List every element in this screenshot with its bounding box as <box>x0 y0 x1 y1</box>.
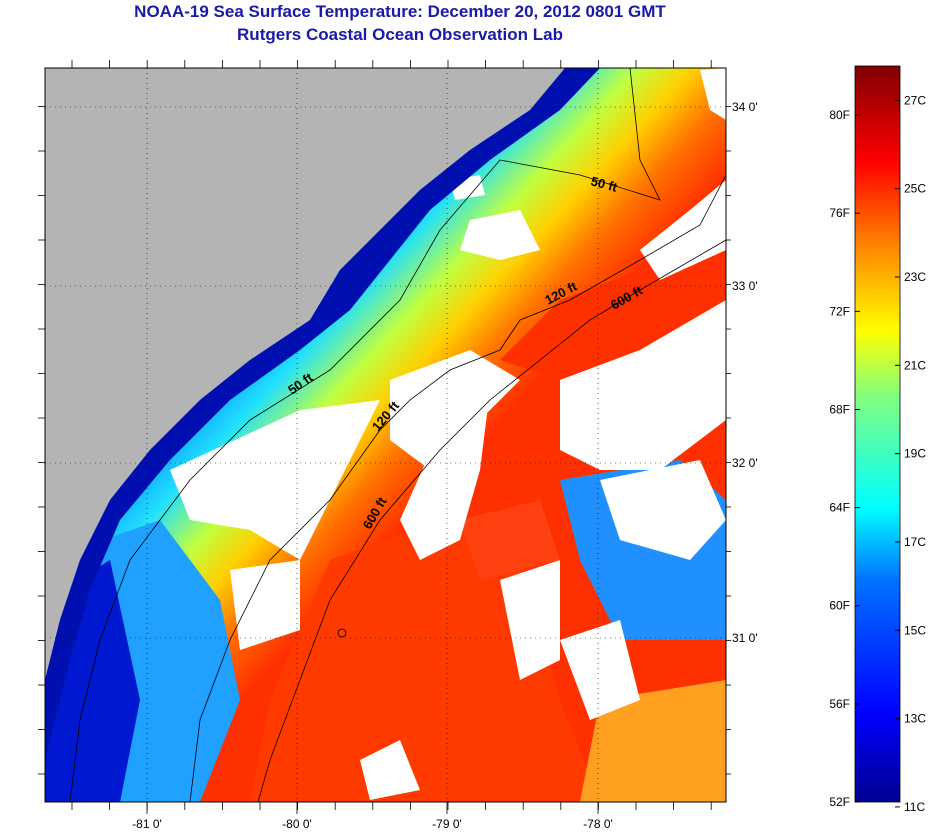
lat-tick-label: 34 0' <box>732 100 758 114</box>
warm-patch-mid <box>460 500 560 580</box>
lat-tick-label: 32 0' <box>732 456 758 470</box>
colorbar-f-label: 68F <box>829 402 850 416</box>
lon-tick-label: -80 0' <box>282 817 312 831</box>
colorbar-f-label: 80F <box>829 108 850 122</box>
lon-tick-label: -79 0' <box>432 817 462 831</box>
colorbar-labels: 80F 76F 72F 68F 64F 60F 56F 52F 27C 25C 23C 21C 19C 1… <box>829 93 926 814</box>
warm-patch <box>580 680 726 802</box>
graticule <box>45 68 726 802</box>
colorbar-c-label: 19C <box>904 447 926 461</box>
map-title: NOAA-19 Sea Surface Temperature: Decembe… <box>134 2 666 21</box>
colorbar-c-label: 21C <box>904 358 926 372</box>
map-area: 50 ft 50 ft 120 ft 120 ft 600 ft 600 ft <box>45 68 726 802</box>
contour-600ft <box>257 239 726 802</box>
cloud-mask <box>170 68 726 800</box>
colorbar-c-label: 25C <box>904 182 926 196</box>
lon-tick-label: -78 0' <box>583 817 613 831</box>
station-marker <box>337 628 347 638</box>
contour-50ft <box>69 68 661 802</box>
colorbar-f-label: 64F <box>829 501 850 515</box>
colorbar-c-label: 27C <box>904 93 926 107</box>
colorbar-f-label: 72F <box>829 304 850 318</box>
colorbar-c-label: 17C <box>904 535 926 549</box>
contour-120ft <box>189 174 726 802</box>
colorbar <box>854 65 901 803</box>
map-frame <box>44 67 727 803</box>
lon-tick-label: -81 0' <box>132 817 162 831</box>
lat-tick-label: 31 0' <box>732 631 758 645</box>
colorbar-f-label: 60F <box>829 599 850 613</box>
colorbar-c-label: 15C <box>904 623 926 637</box>
colorbar-c-label: 23C <box>904 270 926 284</box>
colorbar-f-label: 56F <box>829 697 850 711</box>
land-mask <box>45 68 565 680</box>
lat-tick-label: 33 0' <box>732 279 758 293</box>
colorbar-f-label: 76F <box>829 206 850 220</box>
axis-ticks <box>38 60 731 814</box>
contour-label: 50 ft <box>589 173 619 195</box>
colorbar-f-label: 52F <box>829 795 850 809</box>
colorbar-c-label: 13C <box>904 712 926 726</box>
colorbar-c-label: 11C <box>904 800 925 814</box>
map-subtitle: Rutgers Coastal Ocean Observation Lab <box>237 25 563 44</box>
